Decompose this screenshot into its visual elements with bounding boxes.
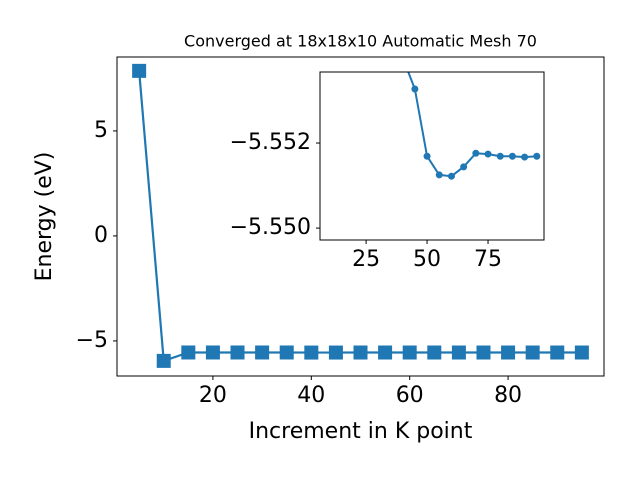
marker [476,345,491,360]
marker [328,345,343,360]
y-tick-label: 5 [94,118,108,143]
y-tick-label: −5.552 [230,130,311,155]
marker [496,152,504,160]
marker [255,345,270,360]
marker [205,345,220,360]
y-tick-label: 0 [94,223,108,248]
x-tick-label: 75 [474,247,502,272]
x-tick-label: 60 [396,383,424,408]
marker [550,345,565,360]
marker [411,85,419,93]
marker [427,345,442,360]
marker [460,163,468,171]
x-tick-label: 25 [352,247,380,272]
marker [353,345,368,360]
y-axis-label: Energy (eV) [32,152,57,282]
chart-title: Converged at 18x18x10 Automatic Mesh 70 [184,32,537,51]
marker [447,172,455,180]
marker [132,63,147,78]
marker [402,345,417,360]
plot-frame [319,71,545,241]
marker [451,345,466,360]
marker [525,345,540,360]
plot-content [407,72,541,180]
marker [435,171,443,179]
marker [521,153,529,161]
x-axis-label: Increment in K point [249,419,473,444]
marker [501,345,516,360]
marker [230,345,245,360]
y-tick-label: −5.550 [230,215,311,240]
marker [279,345,294,360]
marker [181,345,196,360]
plot-content [132,63,589,368]
marker [508,152,516,160]
marker [378,345,393,360]
marker [533,152,541,160]
plot-frame [116,56,605,377]
x-tick-label: 20 [199,383,227,408]
x-tick-label: 50 [413,247,441,272]
marker [574,345,589,360]
marker [472,149,480,157]
marker [484,150,492,158]
marker [156,353,171,368]
marker [423,152,431,160]
x-tick-label: 80 [494,383,522,408]
y-tick-label: −5 [76,328,108,353]
marker [304,345,319,360]
x-tick-label: 40 [297,383,325,408]
